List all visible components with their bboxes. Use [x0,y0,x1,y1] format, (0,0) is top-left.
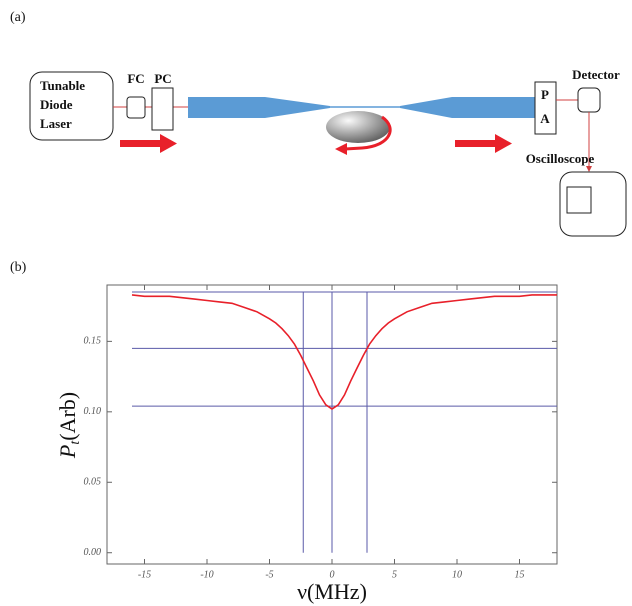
y-tick-label: 0.15 [84,336,102,347]
x-tick-label: 15 [515,569,525,580]
x-tick-label: -15 [138,569,151,580]
pa-label: A [540,111,550,126]
panel-label: (a) [10,10,26,25]
arrow-head [495,134,512,153]
resonator [326,111,390,143]
x-tick-label: 10 [452,569,462,580]
fc-box [126,96,146,119]
y-tick-label: 0.00 [84,547,102,558]
y-tick-label: 0.10 [84,406,102,417]
pa-label: P [541,87,549,102]
taper-left [188,97,330,118]
y-label-symbol: P [55,445,80,459]
arrow-head [335,143,347,155]
y-label-subscript: t [68,440,83,445]
arrow [120,140,162,147]
laser-label: Tunable [40,78,85,93]
detector-box [577,87,601,113]
pc-label: PC [154,71,171,86]
x-tick-label: 5 [392,569,397,580]
panel-label: (b) [10,260,27,275]
y-axis-label: Pt(Arb) [55,392,83,459]
laser-label: Laser [40,116,72,131]
oscilloscope-box [559,171,627,237]
pa-box [534,81,557,135]
pc-box [151,87,174,131]
arrow [455,140,497,147]
arrow-head [160,134,177,153]
x-tick-label: 0 [330,569,335,580]
arrow-head [586,166,592,172]
laser-box [29,71,114,141]
x-tick-label: -5 [265,569,273,580]
x-axis-label: ν(MHz) [297,579,367,604]
y-tick-label: 0.05 [84,477,102,488]
taper-right [400,97,535,118]
y-label-unit: (Arb) [55,392,80,441]
oscilloscope-label: Oscilloscope [526,151,595,166]
x-tick-label: -10 [200,569,213,580]
laser-label: Diode [40,97,73,112]
data-line [131,294,557,410]
detector-label: Detector [572,67,620,82]
oscilloscope-screen [566,186,592,214]
circulation-arrow [344,115,392,151]
fc-label: FC [127,71,144,86]
